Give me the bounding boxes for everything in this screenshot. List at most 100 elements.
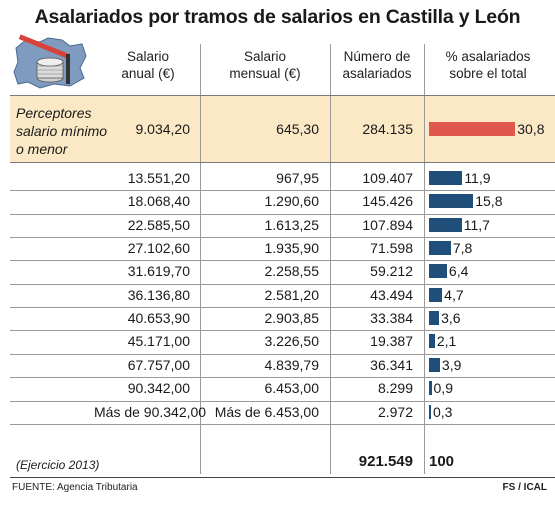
- row-divider: [10, 400, 555, 402]
- row-employee-count: 59.212: [370, 263, 413, 280]
- row-monthly-salary: 2.258,55: [264, 263, 320, 280]
- row-percent-label: 4,7: [444, 286, 464, 303]
- row-percent-bar: [429, 217, 462, 232]
- fiscal-year-note: (Ejercicio 2013): [16, 458, 100, 472]
- row-divider: [10, 423, 555, 425]
- row-percent-label: 0,3: [433, 403, 453, 420]
- row-annual-salary: Más de 90.342,00: [94, 403, 207, 420]
- row-percent-bar: [429, 357, 440, 372]
- row-annual-salary: 18.068,40: [127, 193, 190, 210]
- row-monthly-salary: 1.935,90: [264, 240, 320, 257]
- row-percent-bar: [429, 381, 432, 396]
- row-divider: [10, 237, 555, 239]
- header-monthly: Salario mensual (€): [200, 48, 330, 82]
- row-annual-salary: 22.585,50: [127, 216, 190, 233]
- header-annual-line2: anual (€): [121, 66, 175, 81]
- row-annual-salary: 27.102,60: [127, 240, 190, 257]
- row-monthly-salary: 2.581,20: [264, 286, 320, 303]
- minimum-wage-count: 284.135: [362, 121, 413, 137]
- row-percent-label: 11,9: [464, 170, 491, 186]
- castilla-leon-coins-logo: [13, 34, 87, 89]
- row-annual-salary: 40.653,90: [127, 310, 190, 327]
- minimum-wage-label-line3: o menor: [16, 141, 68, 157]
- row-employee-count: 145.426: [362, 193, 413, 210]
- row-employee-count: 8.299: [377, 380, 413, 397]
- row-monthly-salary: 2.903,85: [264, 310, 320, 327]
- row-monthly-salary: 4.839,79: [264, 356, 320, 373]
- header-percent-line1: % asalariados: [445, 49, 531, 64]
- header-annual-line1: Salario: [126, 49, 170, 64]
- band-divider: [10, 162, 555, 163]
- header-annual: Salario anual (€): [94, 48, 202, 82]
- header-monthly-line1: Salario: [243, 49, 287, 64]
- row-monthly-salary: 1.613,25: [264, 216, 320, 233]
- row-employee-count: 36.341: [370, 356, 413, 373]
- source-note: FUENTE: Agencia Tributaria: [12, 482, 138, 493]
- row-divider: [10, 377, 555, 379]
- column-divider: [330, 44, 331, 474]
- row-percent-bar: [429, 404, 431, 419]
- row-divider: [10, 190, 555, 192]
- minimum-wage-monthly: 645,30: [276, 121, 319, 137]
- row-divider: [10, 213, 555, 215]
- footer-divider: [10, 477, 555, 478]
- row-annual-salary: 45.171,00: [127, 333, 190, 350]
- row-percent-bar: [429, 334, 435, 349]
- row-divider: [10, 330, 555, 332]
- row-employee-count: 43.494: [370, 286, 413, 303]
- credit-note: FS / ICAL: [502, 482, 547, 493]
- row-employee-count: 107.894: [362, 216, 413, 233]
- minimum-wage-label-line2: salario mínimo: [16, 123, 108, 139]
- row-employee-count: 2.972: [377, 403, 413, 420]
- row-percent-bar: [429, 171, 463, 185]
- row-divider: [10, 307, 555, 309]
- row-percent-label: 11,7: [463, 216, 490, 233]
- row-percent-bar: [429, 194, 474, 209]
- row-percent-label: 3,6: [441, 310, 461, 327]
- row-annual-salary: 90.342,00: [127, 380, 190, 397]
- minimum-wage-label: Perceptores salario mínimo o menor: [16, 104, 107, 158]
- row-percent-bar: [429, 241, 451, 256]
- header-percent: % asalariados sobre el total: [424, 48, 552, 82]
- header-count-line2: asalariados: [342, 66, 412, 81]
- row-percent-label: 6,4: [448, 263, 469, 280]
- header-count-line1: Número de: [343, 49, 411, 64]
- header-count: Número de asalariados: [330, 48, 424, 82]
- header-divider: [10, 95, 555, 96]
- total-count: 921.549: [358, 453, 413, 470]
- page-title: Asalariados por tramos de salarios en Ca…: [34, 6, 521, 28]
- total-percent: 100: [429, 453, 455, 470]
- row-divider: [10, 353, 555, 355]
- row-employee-count: 33.384: [370, 310, 413, 327]
- minimum-wage-percent-label: 30,8: [517, 121, 545, 137]
- row-divider: [10, 283, 555, 285]
- row-percent-bar: [429, 264, 447, 279]
- row-divider: [10, 260, 555, 262]
- row-employee-count: 19.387: [370, 333, 413, 350]
- row-monthly-salary: 3.226,50: [264, 333, 320, 350]
- column-divider: [200, 44, 201, 474]
- row-monthly-salary: Más de 6.453,00: [214, 403, 319, 420]
- row-percent-bar: [429, 287, 443, 302]
- row-percent-label: 0,9: [433, 380, 453, 397]
- row-percent-label: 7,8: [452, 240, 473, 257]
- row-monthly-salary: 6.453,00: [264, 380, 320, 397]
- row-percent-label: 2,1: [436, 333, 457, 350]
- row-monthly-salary: 967,95: [276, 170, 319, 186]
- row-annual-salary: 36.136,80: [127, 286, 190, 303]
- row-percent-label: 15,8: [475, 193, 503, 210]
- row-annual-salary: 31.619,70: [127, 263, 190, 280]
- row-employee-count: 109.407: [362, 170, 413, 186]
- row-percent-bar: [429, 311, 440, 326]
- minimum-wage-label-line1: Perceptores: [16, 105, 92, 121]
- minimum-wage-percent-bar: [429, 122, 516, 136]
- row-annual-salary: 67.757,00: [127, 356, 190, 373]
- row-monthly-salary: 1.290,60: [264, 193, 320, 210]
- row-employee-count: 71.598: [370, 240, 413, 257]
- row-annual-salary: 13.551,20: [127, 170, 190, 186]
- minimum-wage-annual: 9.034,20: [135, 121, 191, 137]
- header-percent-line2: sobre el total: [449, 66, 527, 81]
- row-percent-label: 3,9: [441, 356, 462, 373]
- column-divider: [424, 44, 425, 474]
- header-monthly-line2: mensual (€): [229, 66, 301, 81]
